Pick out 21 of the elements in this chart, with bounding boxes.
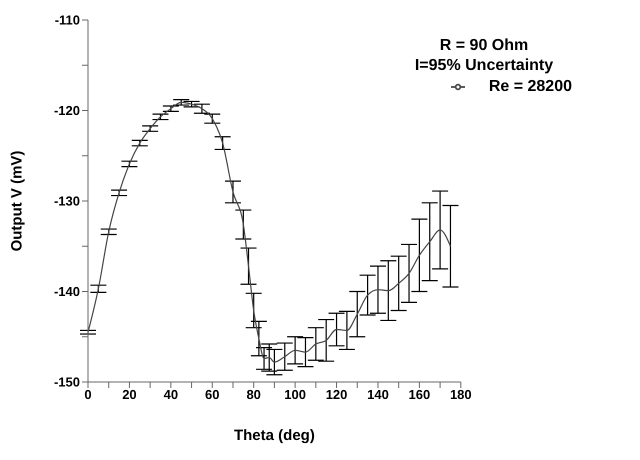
x-tick-label: 40 [164,387,178,402]
y-tick-label: -110 [54,12,80,28]
line-series [88,102,452,363]
annotation: R = 90 Ohm [438,36,530,56]
annotation: I=95% Uncertainty [414,56,554,76]
x-tick-label: 120 [326,387,348,402]
y-tick-label: -130 [54,194,80,209]
y-tick-label: -120 [54,103,80,118]
x-tick-label: 100 [284,387,306,402]
x-tick-label: 0 [84,387,92,402]
x-tick-label: 140 [367,387,389,402]
x-tick-label: 60 [205,387,220,402]
x-tick-label: 20 [122,387,137,402]
y-tick-label: -150 [54,374,80,390]
x-tick-label: 180 [450,387,472,402]
x-tick-label: 160 [408,387,430,402]
y-axis-title: Output V (mV) [8,150,26,252]
y-tick-label: -140 [54,284,80,300]
x-axis-title: Theta (deg) [234,427,315,444]
x-tick-label: 80 [246,387,261,402]
legend-label: Re = 28200 [488,78,572,95]
